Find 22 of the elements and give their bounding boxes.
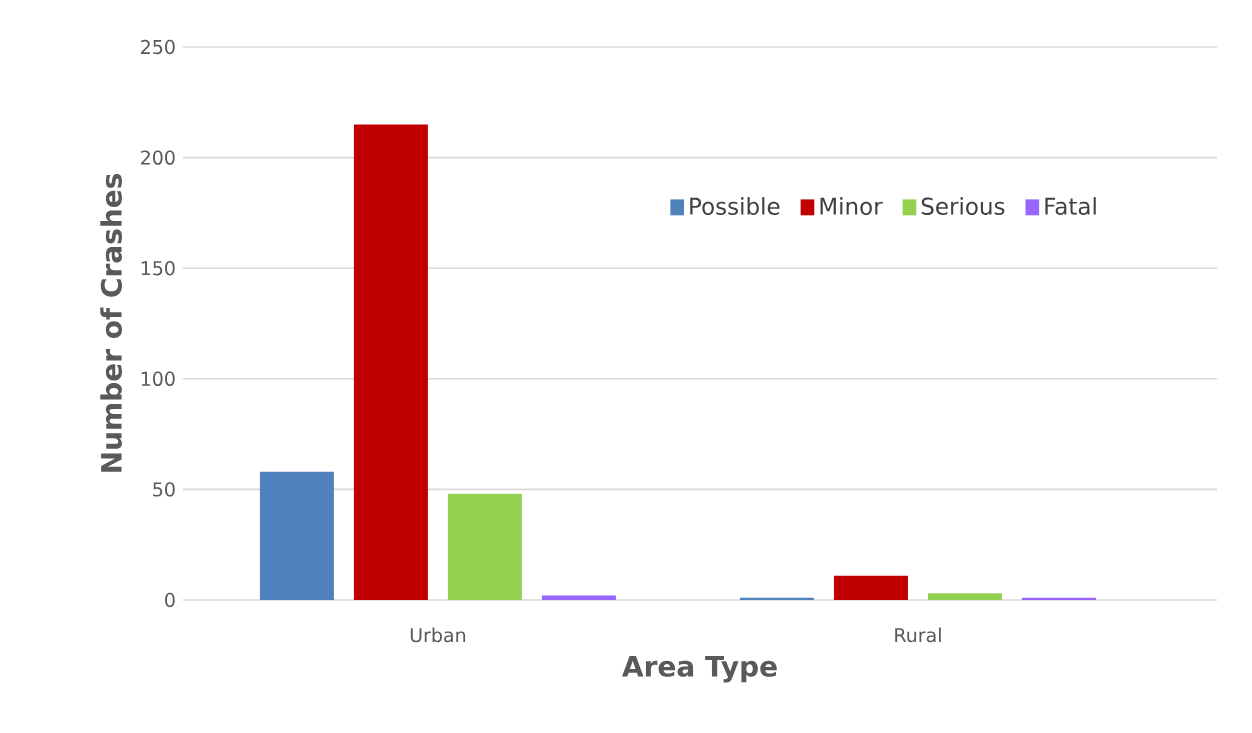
y-tick-label: 200 <box>141 150 175 165</box>
legend-label: Minor <box>820 197 883 215</box>
y-tick-label: 100 <box>141 371 175 386</box>
legend-label: Possible <box>690 197 780 215</box>
y-tick-label: 250 <box>141 39 175 55</box>
y-axis-title: Number of Crashes <box>100 173 122 472</box>
bar <box>541 595 616 600</box>
bar <box>833 575 908 600</box>
bar <box>353 124 428 600</box>
legend-label: Fatal <box>1045 197 1096 215</box>
x-axis-title: Area Type <box>622 656 777 683</box>
x-tick-label: Rural <box>895 627 941 643</box>
y-tick-label: 0 <box>165 592 175 608</box>
bar <box>447 493 522 600</box>
bar <box>259 471 334 600</box>
bar <box>739 597 814 600</box>
y-tick-label: 50 <box>153 482 175 497</box>
x-tick-label: Urban <box>410 627 466 643</box>
bar <box>1021 597 1096 600</box>
bar <box>927 593 1002 600</box>
legend-label: Serious <box>921 197 1005 215</box>
y-tick-label: 150 <box>141 260 175 276</box>
